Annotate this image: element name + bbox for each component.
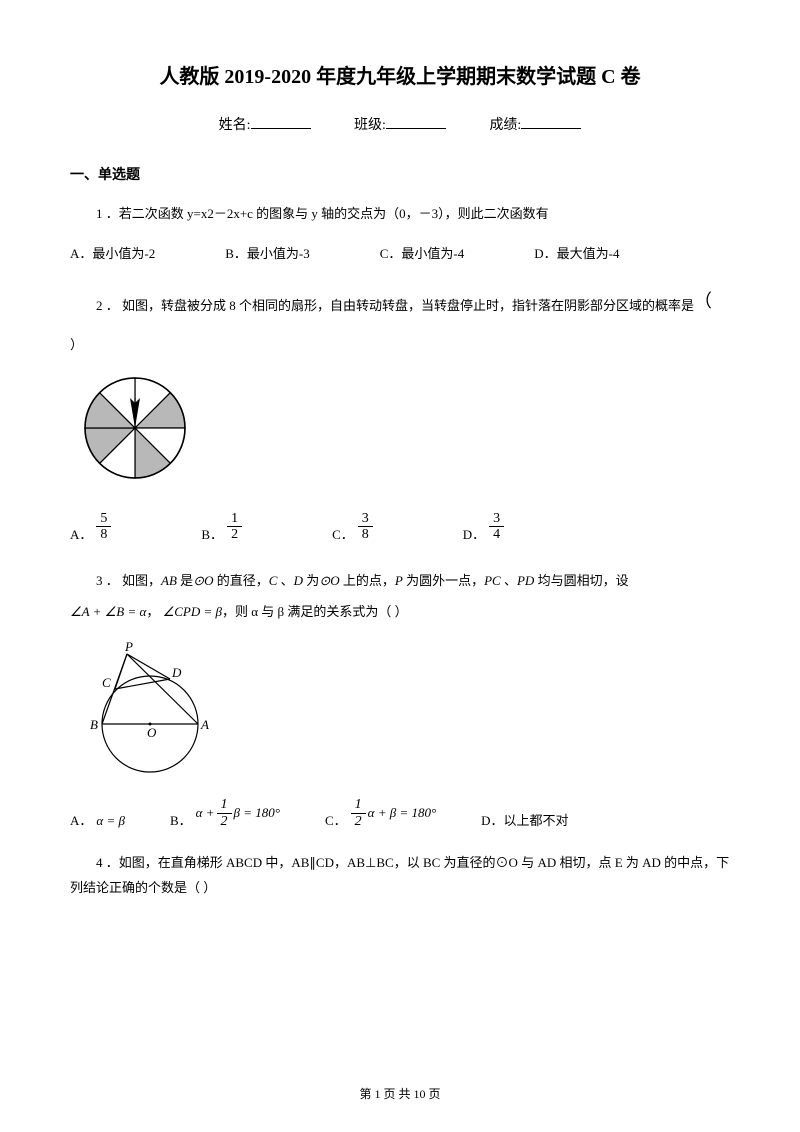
q3-c-label: C． [325, 810, 347, 829]
q3-m1: 是 [177, 573, 193, 588]
q3-opt-b: B． α + 12 β = 180° [170, 797, 280, 829]
q3-o2: ⊙O [319, 573, 339, 588]
q2-c-label: C． [332, 524, 354, 543]
q3-b-post: β = 180° [234, 805, 280, 821]
svg-text:A: A [200, 717, 209, 732]
page-footer: 第 1 页 共 10 页 [0, 1085, 800, 1102]
name-blank [251, 115, 311, 129]
q3-b-label: B． [170, 810, 192, 829]
q2-a-den: 8 [96, 527, 111, 542]
q2-c-den: 8 [358, 527, 373, 542]
section-1-header: 一、单选题 [70, 164, 730, 184]
q3-pc: PC [484, 573, 501, 588]
q3-m2: 的直径， [213, 573, 268, 588]
q2-d-den: 4 [489, 527, 504, 542]
q2-b-num: 1 [227, 511, 242, 527]
q3-pd: PD [517, 573, 534, 588]
q3-s1: 、 [277, 573, 293, 588]
spinner-figure [75, 368, 730, 493]
svg-text:P: P [124, 639, 133, 654]
q3-end1: 均与圆相切，设 [534, 573, 628, 588]
circle-svg: P C D B A O [75, 639, 225, 774]
q2-a-num: 5 [96, 511, 111, 527]
q3-s2: 、 [501, 573, 517, 588]
q1-opt-b: B．最小值为-3 [225, 242, 310, 267]
q3-c-post: α + β = 180° [368, 805, 437, 821]
question-3-options: A． α = β B． α + 12 β = 180° C． 12 α + β … [70, 797, 730, 829]
q3-end2: ，则 α 与 β 满足的关系式为（ ） [222, 604, 408, 619]
q3-b-pre: α + [196, 805, 215, 821]
q3-p: P [395, 573, 403, 588]
q1-opt-d: D．最大值为-4 [534, 242, 619, 267]
q3-pre: 3 ． 如图， [96, 573, 161, 588]
q3-c-den: 2 [351, 814, 366, 829]
q2-opt-a: A． 58 [70, 511, 111, 543]
q3-c-num: 1 [351, 797, 366, 813]
student-info-row: 姓名: 班级: 成绩: [70, 114, 730, 134]
q3-eq1: ∠A + ∠B = α [70, 604, 146, 619]
q1-opt-a: A．最小值为-2 [70, 242, 155, 267]
q2-opt-c: C． 38 [332, 511, 373, 543]
q3-d: D [294, 573, 303, 588]
q3-c1: ， [146, 604, 159, 619]
question-2: 2 ． 如图，转盘被分成 8 个相同的扇形，自由转动转盘，当转盘停止时，指针落在… [70, 284, 730, 319]
q2-b-den: 2 [227, 527, 242, 542]
question-2-options: A． 58 B． 12 C． 38 D． 34 [70, 511, 730, 543]
q2-d-label: D． [463, 524, 485, 543]
q3-o1: ⊙O [193, 573, 213, 588]
class-label: 班级: [354, 118, 386, 133]
question-1: 1 ．若二次函数 y=x2－2x+c 的图象与 y 轴的交点为（0，－3），则此… [70, 202, 730, 227]
circle-figure: P C D B A O [75, 639, 730, 779]
spinner-svg [75, 368, 195, 488]
q3-m3: 为 [303, 573, 319, 588]
q3-opt-d: D．以上都不对 [481, 810, 568, 829]
question-1-options: A．最小值为-2 B．最小值为-3 C．最小值为-4 D．最大值为-4 [70, 242, 730, 267]
q3-b-den: 2 [217, 814, 232, 829]
q3-eq2: ∠CPD = β [163, 604, 222, 619]
q2-opt-b: B． 12 [201, 511, 242, 543]
q3-opt-c: C． 12 α + β = 180° [325, 797, 436, 829]
svg-text:O: O [147, 725, 157, 740]
q2-opt-d: D． 34 [463, 511, 504, 543]
q3-m5: 为圆外一点， [403, 573, 484, 588]
q2-paren-close: ） [70, 334, 730, 353]
q3-b-num: 1 [217, 797, 232, 813]
class-blank [386, 115, 446, 129]
score-label: 成绩: [489, 118, 521, 133]
q2-d-num: 3 [489, 511, 504, 527]
q2-b-label: B． [201, 524, 223, 543]
name-label: 姓名: [219, 118, 251, 133]
q2-c-num: 3 [358, 511, 373, 527]
document-title: 人教版 2019-2020 年度九年级上学期期末数学试题 C 卷 [70, 60, 730, 89]
score-blank [521, 115, 581, 129]
svg-text:C: C [102, 675, 111, 690]
q2-text: 2 ． 如图，转盘被分成 8 个相同的扇形，自由转动转盘，当转盘停止时，指针落在… [96, 298, 694, 313]
q3-opt-a: A． α = β [70, 810, 125, 829]
q3-a-eq: α = β [96, 813, 125, 829]
question-4: 4 ．如图，在直角梯形 ABCD 中，AB∥CD，AB⊥BC，以 BC 为直径的… [70, 851, 730, 900]
q1-opt-c: C．最小值为-4 [380, 242, 465, 267]
svg-text:D: D [171, 665, 182, 680]
question-3: 3 ． 如图，AB 是⊙O 的直径，C 、D 为⊙O 上的点，P 为圆外一点，P… [70, 565, 730, 627]
q3-a-label: A． [70, 810, 92, 829]
svg-text:B: B [90, 717, 98, 732]
q3-m4: 上的点， [340, 573, 395, 588]
q2-paren-open: （ [694, 291, 712, 311]
q2-a-label: A． [70, 524, 92, 543]
q3-ab: AB [161, 573, 177, 588]
